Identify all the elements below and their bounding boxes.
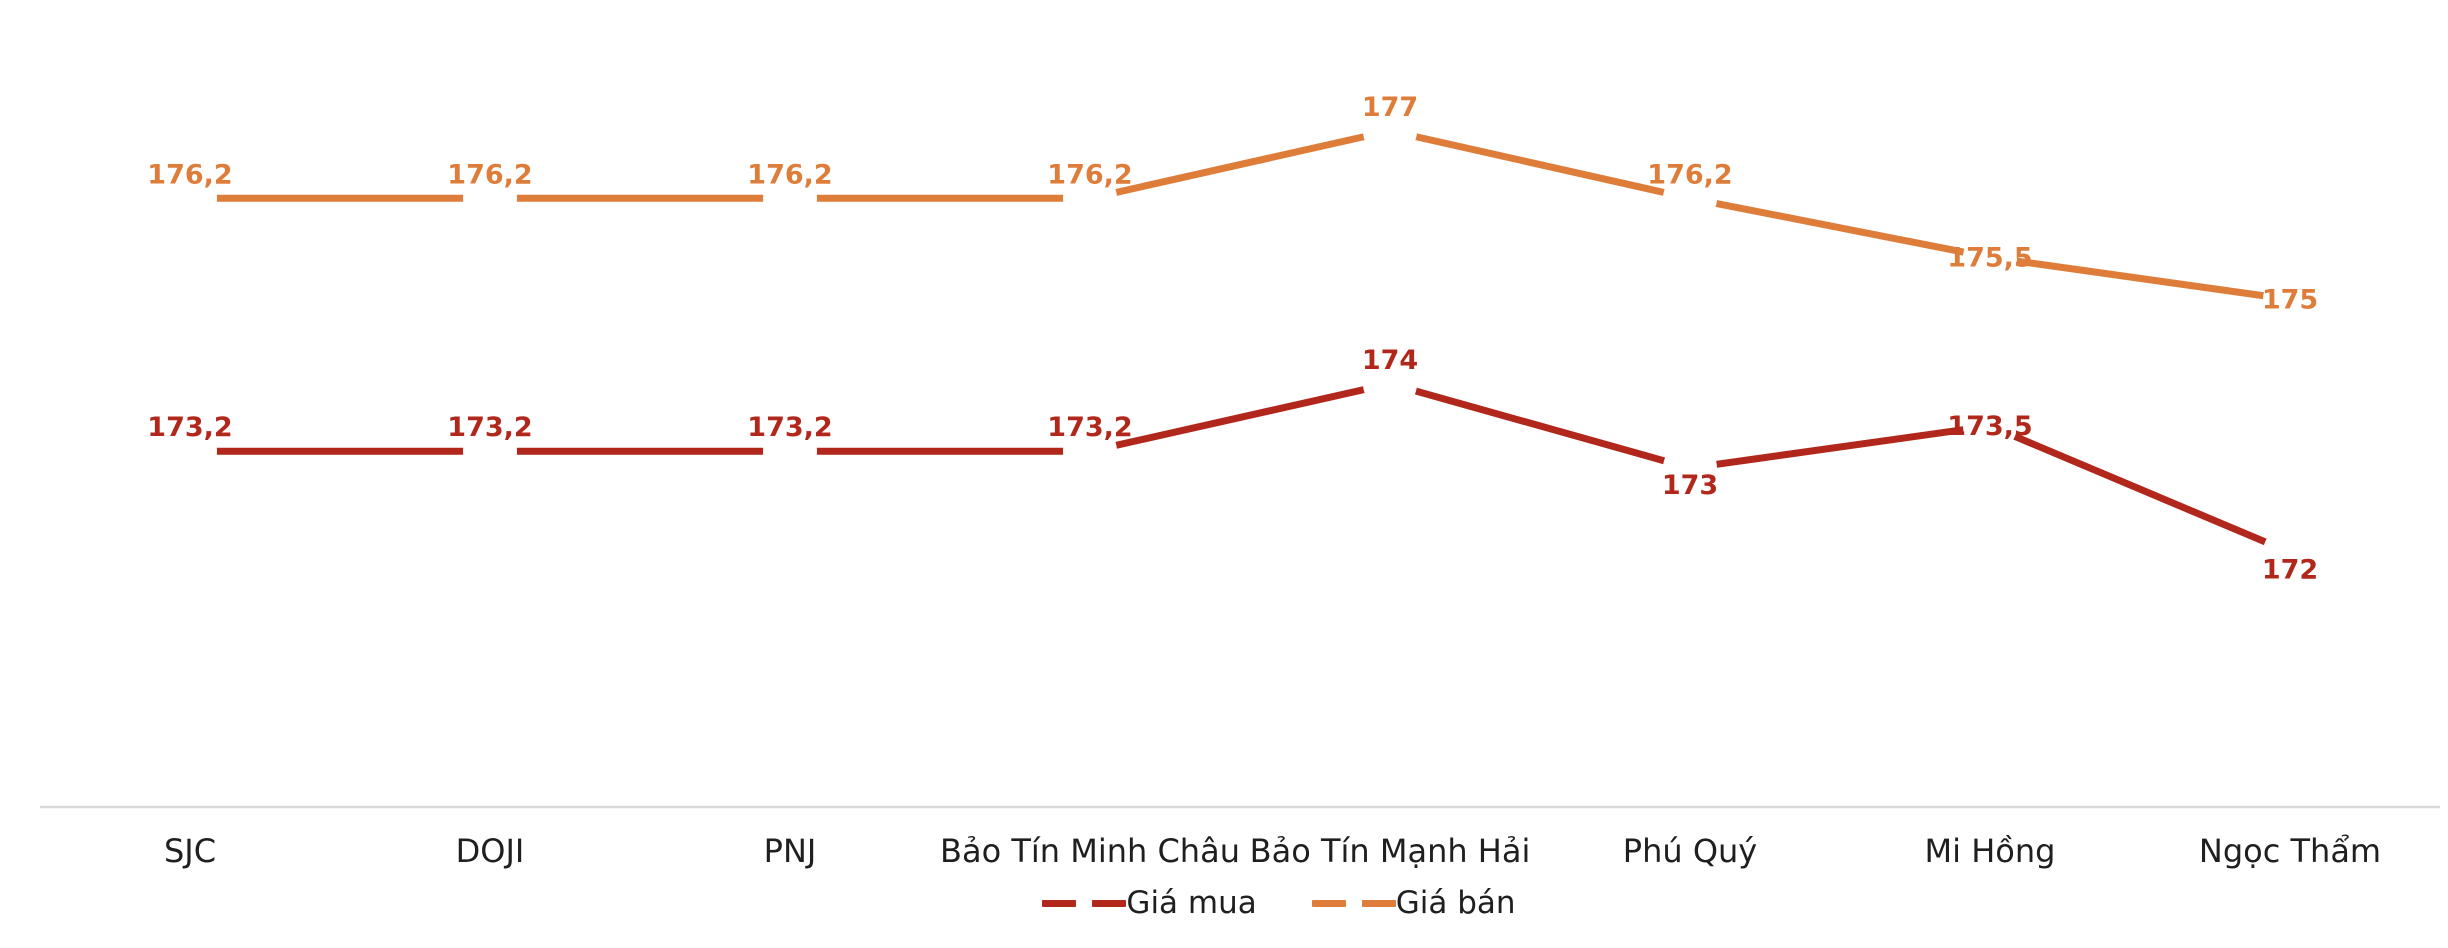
point-gap-gia-ban	[1063, 171, 1117, 226]
series-segment-gia-ban	[1089, 127, 1391, 202]
point-gap-gia-mua	[163, 424, 217, 479]
data-label-gia-mua: 172	[2262, 554, 2318, 585]
series-segment-gia-mua	[1389, 380, 1691, 472]
data-label-gia-mua: 174	[1362, 345, 1418, 376]
category-label-bao-tin-minh-chau: Bảo Tín Minh Châu	[940, 832, 1240, 870]
series-segment-gia-mua	[1089, 380, 1391, 455]
category-label-sjc: SJC	[164, 832, 216, 870]
point-gap-gia-mua	[1663, 441, 1717, 496]
series-segment-gia-ban	[1389, 127, 1691, 202]
data-label-gia-mua: 173,5	[1947, 411, 2032, 442]
category-label-ngoc-tham: Ngọc Thẩm	[2199, 832, 2381, 870]
point-gap-gia-ban	[2263, 272, 2317, 327]
point-gap-gia-ban	[163, 171, 217, 226]
data-label-gia-mua: 173,2	[747, 412, 832, 443]
data-label-gia-mua: 173,2	[147, 412, 232, 443]
legend-item-gia-mua: Giá mua	[1042, 885, 1257, 921]
chart-legend: Giá mua Giá bán	[55, 888, 2448, 919]
point-gap-gia-mua	[2263, 525, 2317, 580]
data-label-gia-ban: 175,5	[1947, 242, 2032, 273]
legend-marker-gia-ban	[1311, 900, 1346, 907]
legend-marker-gia-mua	[1042, 900, 1077, 907]
point-gap-gia-mua	[1963, 398, 2017, 453]
data-label-gia-mua: 173	[1662, 470, 1718, 501]
point-gap-gia-ban	[1363, 103, 1417, 158]
point-gap-gia-mua	[1363, 356, 1417, 411]
data-label-gia-ban: 176,2	[1647, 159, 1732, 190]
point-gap-gia-mua	[1063, 424, 1117, 479]
data-label-gia-ban: 175	[2262, 284, 2318, 315]
legend-marker-gia-mua	[1092, 900, 1127, 907]
series-segment-gia-mua	[1689, 422, 1991, 472]
series-segment-gia-ban	[1689, 194, 1991, 261]
series-segment-gia-mua	[1988, 422, 2292, 556]
point-gap-gia-mua	[763, 424, 817, 479]
category-label-bao-tin-manh-hai: Bảo Tín Mạnh Hải	[1250, 832, 1531, 870]
category-label-mi-hong: Mi Hồng	[1925, 832, 2056, 870]
data-label-gia-mua: 173,2	[1047, 412, 1132, 443]
legend-label-gia-mua: Giá mua	[1126, 885, 1257, 921]
point-gap-gia-ban	[1663, 171, 1717, 226]
category-label-pnj: PNJ	[764, 832, 817, 870]
data-label-gia-mua: 173,2	[447, 412, 532, 443]
legend-marker-gia-ban	[1361, 900, 1396, 907]
data-label-gia-ban: 176,2	[1047, 159, 1132, 190]
data-label-gia-ban: 176,2	[447, 159, 532, 190]
data-label-gia-ban: 176,2	[747, 159, 832, 190]
series-segment-gia-ban	[1989, 253, 2291, 303]
category-label-phu-quy: Phú Quý	[1623, 832, 1757, 870]
point-gap-gia-mua	[463, 424, 517, 479]
legend-item-gia-ban: Giá bán	[1311, 885, 1516, 921]
point-gap-gia-ban	[463, 171, 517, 226]
data-label-gia-ban: 176,2	[147, 159, 232, 190]
category-label-doji: DOJI	[456, 832, 525, 870]
legend-label-gia-ban: Giá bán	[1395, 885, 1516, 921]
point-gap-gia-ban	[1963, 230, 2017, 285]
point-gap-gia-ban	[763, 171, 817, 226]
data-label-gia-ban: 177	[1362, 92, 1418, 123]
